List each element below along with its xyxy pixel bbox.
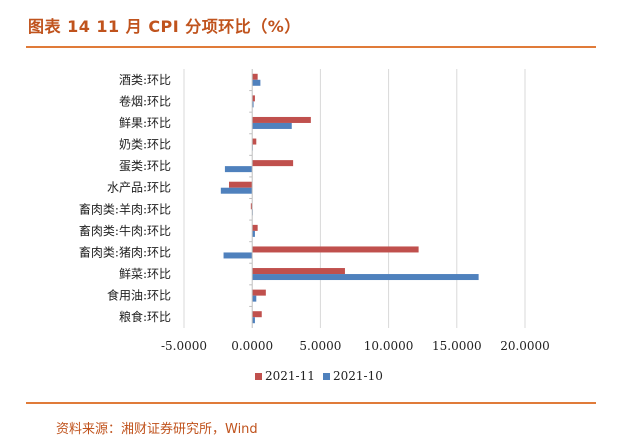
bar-series2 bbox=[252, 274, 479, 281]
bar-series1 bbox=[252, 138, 257, 145]
figure-title: 图表 14 11 月 CPI 分项环比（%） bbox=[28, 17, 301, 36]
bar-series2 bbox=[224, 166, 253, 173]
bar-series1 bbox=[252, 95, 255, 102]
bar-series1 bbox=[252, 311, 262, 318]
bar-series2 bbox=[223, 252, 253, 259]
bar-series1 bbox=[252, 73, 258, 80]
category-label: 鲜菜:环比 bbox=[119, 267, 171, 281]
legend-swatch bbox=[255, 373, 262, 380]
category-label: 畜肉类:猪肉:环比 bbox=[79, 244, 171, 259]
bar-series1 bbox=[252, 246, 419, 253]
category-label: 蛋类:环比 bbox=[119, 159, 171, 173]
bar-series2 bbox=[252, 79, 261, 86]
bar-series2 bbox=[252, 295, 257, 302]
category-label: 卷烟:环比 bbox=[119, 93, 171, 108]
bar-series1 bbox=[252, 268, 345, 275]
category-label: 水产品:环比 bbox=[107, 181, 171, 195]
bar-series1 bbox=[252, 116, 311, 123]
bar-series1 bbox=[229, 181, 253, 188]
x-tick-label: 10.0000 bbox=[364, 339, 414, 353]
bar-chart: 酒类:环比卷烟:环比鲜果:环比奶类:环比蛋类:环比水产品:环比畜肉类:羊肉:环比… bbox=[79, 69, 550, 383]
legend-swatch bbox=[323, 373, 330, 380]
bar-series2 bbox=[252, 317, 255, 324]
x-tick-label: 5.0000 bbox=[299, 339, 341, 353]
category-label: 食用油:环比 bbox=[107, 288, 171, 303]
category-label: 奶类:环比 bbox=[119, 138, 171, 152]
bar-series1 bbox=[252, 224, 258, 231]
bar-series2 bbox=[252, 101, 254, 108]
legend-label: 2021-11 bbox=[265, 369, 315, 383]
footer-divider bbox=[26, 402, 596, 404]
category-labels: 酒类:环比卷烟:环比鲜果:环比奶类:环比蛋类:环比水产品:环比畜肉类:羊肉:环比… bbox=[79, 73, 171, 324]
bar-series2 bbox=[252, 122, 292, 129]
x-tick-label: 20.0000 bbox=[500, 339, 550, 353]
x-tick-label: 0.0000 bbox=[231, 339, 273, 353]
category-label: 畜肉类:羊肉:环比 bbox=[79, 201, 171, 216]
x-tick-labels: -5.0000 0.0000 5.0000 10.0000 15.0000 20.0000 bbox=[161, 339, 550, 353]
category-label: 畜肉类:牛肉:环比 bbox=[79, 223, 171, 238]
bar-series1 bbox=[252, 160, 294, 167]
bar-series1 bbox=[252, 289, 266, 296]
bar-series2 bbox=[220, 187, 253, 194]
bar-series1 bbox=[250, 203, 253, 210]
title-divider bbox=[26, 46, 596, 48]
axis bbox=[249, 69, 253, 328]
legend: 2021-11 2021-10 bbox=[255, 369, 383, 383]
legend-label: 2021-10 bbox=[333, 369, 383, 383]
x-tick-label: 15.0000 bbox=[432, 339, 482, 353]
bars bbox=[220, 73, 479, 324]
category-label: 粮食:环比 bbox=[119, 309, 171, 324]
gridlines bbox=[183, 69, 526, 328]
category-label: 酒类:环比 bbox=[119, 73, 171, 87]
bar-series2 bbox=[252, 230, 255, 237]
x-tick-label: -5.0000 bbox=[161, 339, 207, 353]
category-label: 鲜果:环比 bbox=[119, 116, 171, 130]
